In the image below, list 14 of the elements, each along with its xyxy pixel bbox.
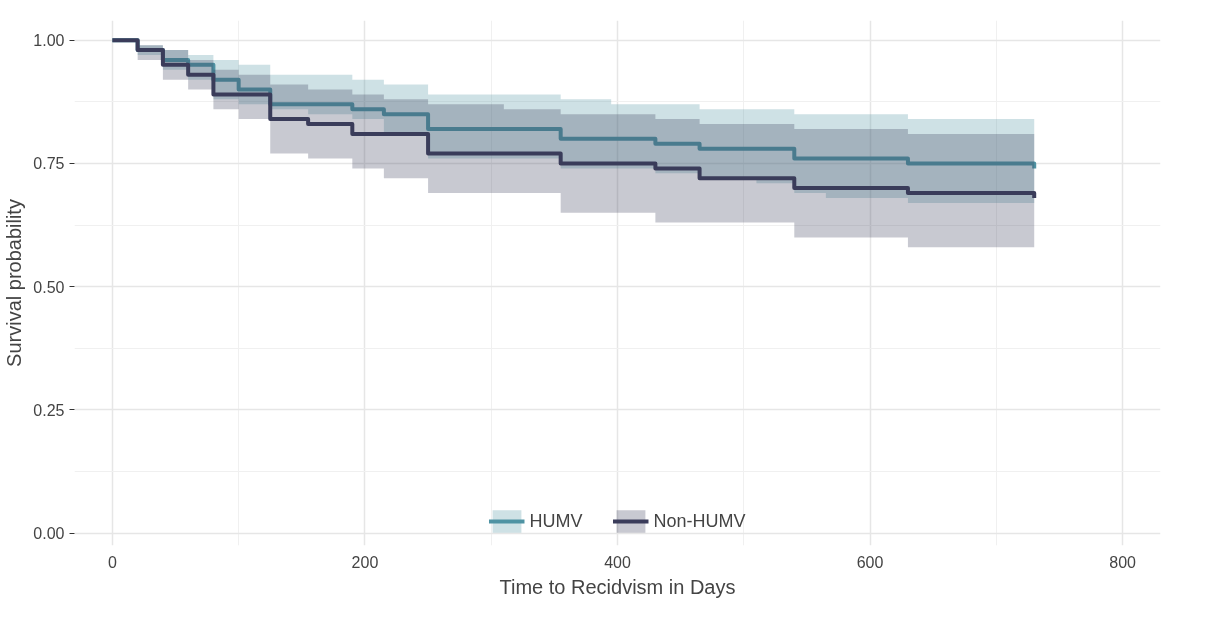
y-tick-label: 1.00 bbox=[33, 32, 65, 50]
legend-label: HUMV bbox=[529, 510, 583, 532]
x-tick-label: 200 bbox=[351, 553, 379, 571]
x-tick-label: 0 bbox=[107, 553, 117, 571]
x-tick-label: 400 bbox=[604, 553, 631, 571]
legend-label: Non-HUMV bbox=[653, 510, 746, 532]
y-tick-label: 0.50 bbox=[33, 278, 65, 296]
y-tick-label: 0.00 bbox=[33, 525, 65, 543]
x-tick-label: 800 bbox=[1109, 553, 1137, 571]
y-axis-title: Survival probability bbox=[3, 199, 26, 367]
x-tick-label: 600 bbox=[856, 553, 884, 571]
y-tick-label: 0.25 bbox=[33, 401, 65, 419]
x-axis-title: Time to Recidvism in Days bbox=[499, 575, 736, 598]
y-tick-label: 0.75 bbox=[33, 155, 65, 173]
